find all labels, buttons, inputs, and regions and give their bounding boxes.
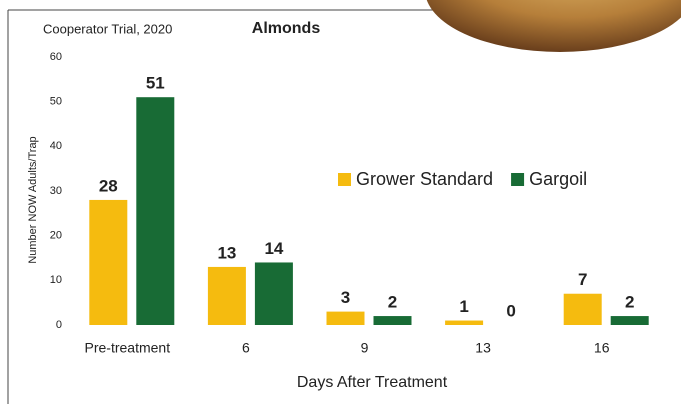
value-label: 14 — [264, 239, 283, 258]
x-tick-label: Pre-treatment — [85, 340, 171, 356]
x-tick-label: 16 — [594, 340, 610, 356]
y-tick-label: 40 — [50, 140, 62, 152]
bar — [255, 262, 293, 325]
bar — [327, 312, 365, 325]
bar — [374, 316, 412, 325]
bar — [564, 294, 602, 325]
chart-subtitle: Cooperator Trial, 2020 — [43, 21, 172, 36]
value-label: 0 — [506, 301, 515, 320]
y-tick-label: 10 — [50, 274, 62, 286]
y-tick-label: 50 — [50, 96, 62, 108]
x-axis-label: Days After Treatment — [297, 374, 448, 391]
y-tick-label: 0 — [56, 319, 62, 331]
value-label: 1 — [459, 297, 468, 316]
y-tick-label: 60 — [50, 51, 62, 63]
value-label: 13 — [217, 243, 236, 262]
value-label: 2 — [388, 293, 397, 312]
value-label: 51 — [146, 74, 165, 93]
legend-swatch — [511, 173, 524, 186]
bar — [89, 200, 127, 325]
value-label: 7 — [578, 270, 587, 289]
bar — [136, 97, 174, 325]
value-label: 28 — [99, 176, 118, 195]
legend-label: Gargoil — [529, 169, 587, 189]
x-tick-label: 9 — [361, 340, 369, 356]
value-label: 2 — [625, 293, 634, 312]
value-label: 3 — [341, 288, 350, 307]
legend-label: Grower Standard — [356, 169, 493, 189]
y-tick-label: 30 — [50, 185, 62, 197]
y-tick-label: 20 — [50, 230, 62, 242]
bar — [445, 321, 483, 325]
chart: Cooperator Trial, 2020 Almonds Number NO… — [0, 0, 681, 404]
x-tick-label: 6 — [242, 340, 250, 356]
legend-swatch — [338, 173, 351, 186]
y-axis-label: Number NOW Adults/Trap — [27, 136, 39, 263]
almond-photo — [425, 0, 681, 52]
x-tick-label: 13 — [475, 340, 491, 356]
chart-title: Almonds — [252, 20, 321, 37]
bar — [611, 316, 649, 325]
bar — [208, 267, 246, 325]
